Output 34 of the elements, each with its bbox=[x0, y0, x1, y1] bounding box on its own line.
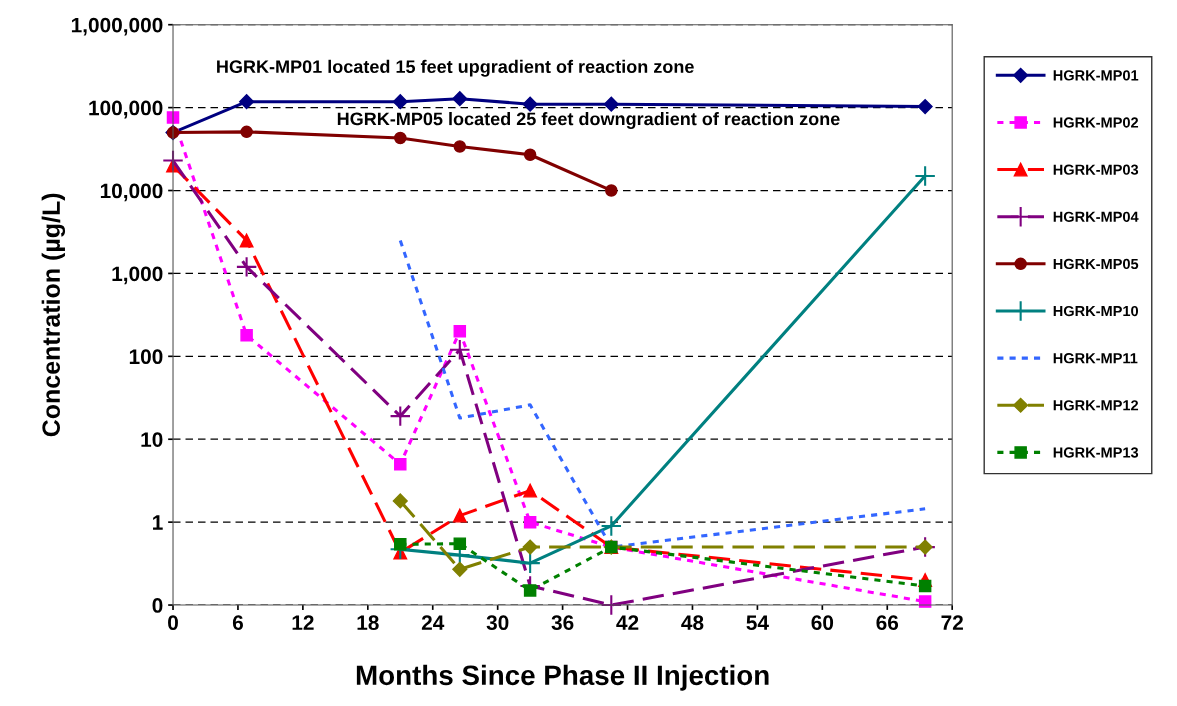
y-tick-label: 0 bbox=[152, 598, 163, 613]
x-tick-label: 72 bbox=[941, 615, 963, 630]
x-tick-label: 54 bbox=[746, 615, 769, 631]
legend-label: HGRK-MP13 bbox=[1053, 447, 1139, 458]
x-tick-label: 66 bbox=[876, 615, 899, 631]
annotation: HGRK-MP01 located 15 feet upgradient of reaction zone bbox=[217, 59, 694, 77]
x-tick-label: 12 bbox=[292, 615, 314, 630]
x-tick-label: 30 bbox=[486, 615, 509, 631]
y-tick-label: 10 bbox=[141, 432, 163, 447]
x-tick-label: 24 bbox=[421, 615, 445, 630]
y-tick-label: 1,000,000 bbox=[71, 17, 163, 36]
y-axis-title: Concentration (µg/L) bbox=[41, 193, 66, 437]
legend-label: HGRK-MP03 bbox=[1053, 164, 1139, 175]
legend-label: HGRK-MP01 bbox=[1053, 70, 1139, 81]
x-tick-label: 42 bbox=[616, 615, 639, 630]
x-tick-label: 18 bbox=[357, 615, 379, 631]
legend-label: HGRK-MP12 bbox=[1053, 400, 1139, 411]
legend-label: HGRK-MP05 bbox=[1053, 258, 1139, 270]
y-tick-label: 100,000 bbox=[89, 100, 163, 119]
y-tick-label: 1 bbox=[153, 515, 163, 530]
x-tick-label: 6 bbox=[232, 615, 243, 631]
legend-label: HGRK-MP02 bbox=[1053, 117, 1139, 128]
x-tick-label: 48 bbox=[681, 615, 704, 631]
x-tick-label: 0 bbox=[168, 615, 178, 631]
legend-label: HGRK-MP10 bbox=[1053, 305, 1139, 317]
y-tick-label: 100 bbox=[129, 349, 163, 365]
x-tick-label: 36 bbox=[551, 615, 574, 631]
x-axis-title: Months Since Phase II Injection bbox=[356, 664, 769, 691]
annotation: HGRK-MP05 located 25 feet downgradient of reaction zone bbox=[337, 112, 840, 129]
legend-label: HGRK-MP11 bbox=[1053, 353, 1138, 364]
legend-label: HGRK-MP04 bbox=[1053, 211, 1139, 222]
y-tick-label: 1,000 bbox=[112, 266, 163, 285]
y-tick-label: 10,000 bbox=[100, 183, 163, 202]
x-tick-label: 60 bbox=[811, 615, 834, 631]
